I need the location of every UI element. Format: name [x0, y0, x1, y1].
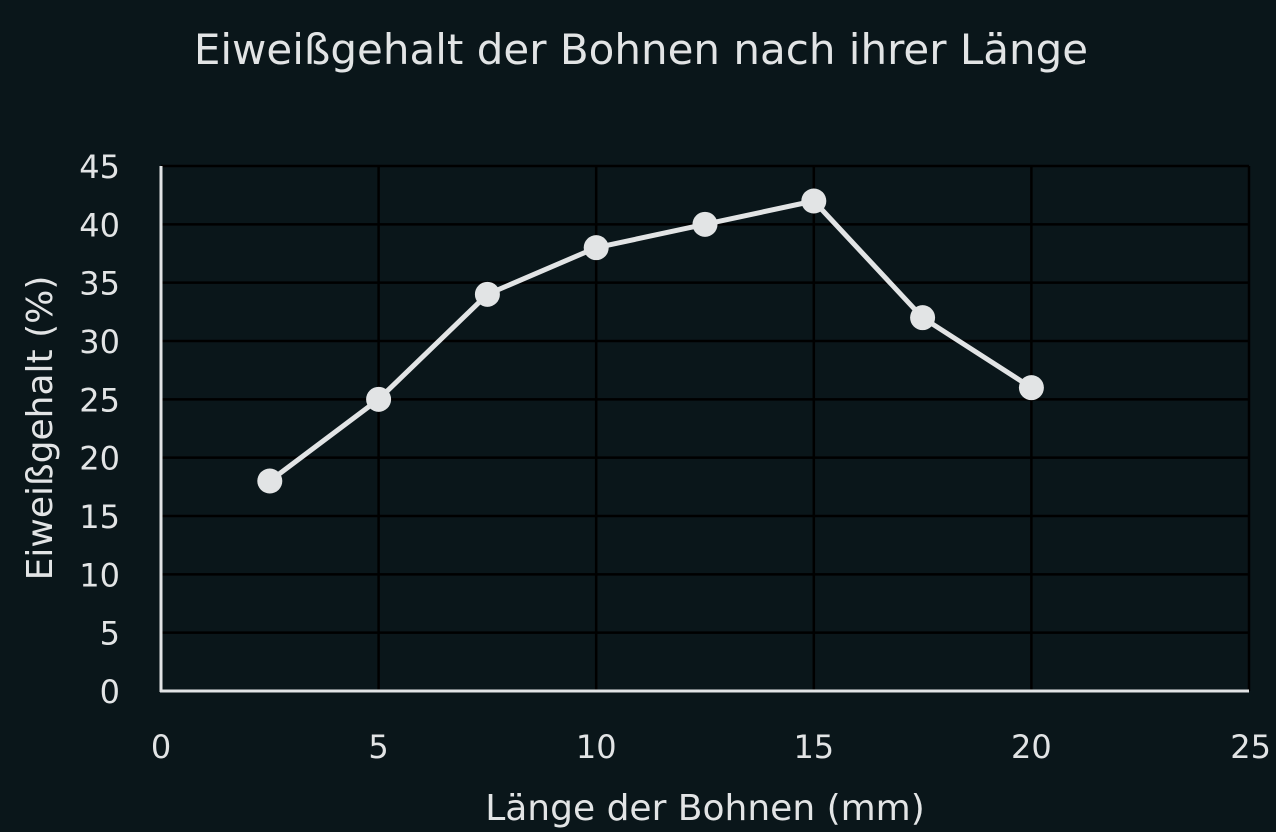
x-tick-label: 5: [368, 728, 388, 766]
data-point: [583, 235, 609, 261]
x-tick-label: 20: [1011, 728, 1052, 766]
axes: [159, 166, 1249, 693]
x-tick-label: 25: [1230, 728, 1271, 766]
x-tick-label: 10: [576, 728, 617, 766]
y-tick-label: 10: [79, 556, 120, 594]
y-tick-label: 20: [79, 440, 120, 478]
y-tick-label: 25: [79, 381, 120, 419]
data-point: [257, 468, 283, 494]
y-tick-label: 5: [100, 615, 120, 653]
x-tick-label: 0: [151, 728, 171, 766]
data-point: [366, 386, 392, 412]
data-point: [1018, 375, 1044, 401]
series: [257, 188, 1044, 494]
y-axis-label: Eiweißgehalt (%): [20, 276, 61, 581]
y-tick-label: 15: [79, 498, 120, 536]
data-point: [910, 305, 936, 331]
tick-labels: 0 5 10 15 20 25 30 35 40 45 0 5 10 15 20 25: [79, 148, 1271, 766]
data-point: [692, 211, 718, 237]
y-tick-label: 0: [100, 673, 120, 711]
y-tick-label: 30: [79, 323, 120, 361]
series-line: [267, 198, 1034, 484]
y-tick-label: 35: [79, 265, 120, 303]
chart-title: Eiweißgehalt der Bohnen nach ihrer Länge: [194, 25, 1088, 74]
y-tick-label: 45: [79, 148, 120, 186]
data-point: [801, 188, 827, 214]
y-tick-label: 40: [79, 206, 120, 244]
data-point: [474, 281, 500, 307]
x-tick-label: 15: [793, 728, 834, 766]
x-axis-label: Länge der Bohnen (mm): [485, 788, 925, 829]
